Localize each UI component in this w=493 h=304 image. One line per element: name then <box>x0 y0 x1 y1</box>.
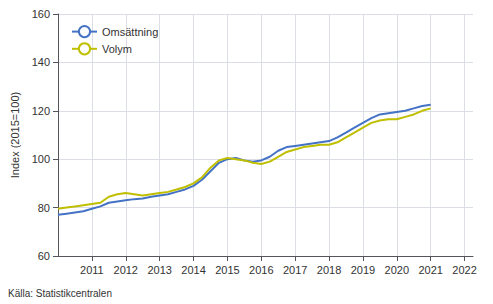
svg-text:2015: 2015 <box>215 264 239 276</box>
svg-text:Index (2015=100): Index (2015=100) <box>9 92 21 179</box>
svg-text:Volym: Volym <box>102 43 132 55</box>
svg-text:2020: 2020 <box>385 264 409 276</box>
svg-text:Omsättning: Omsättning <box>102 26 158 38</box>
svg-text:60: 60 <box>38 250 50 262</box>
svg-text:2017: 2017 <box>283 264 307 276</box>
svg-text:2016: 2016 <box>249 264 273 276</box>
svg-text:2018: 2018 <box>317 264 341 276</box>
svg-text:2014: 2014 <box>181 264 205 276</box>
svg-text:2011: 2011 <box>80 264 104 276</box>
svg-text:120: 120 <box>32 105 50 117</box>
svg-text:2022: 2022 <box>452 264 476 276</box>
svg-text:140: 140 <box>32 56 50 68</box>
svg-text:2013: 2013 <box>147 264 171 276</box>
svg-text:2019: 2019 <box>351 264 375 276</box>
svg-text:100: 100 <box>32 153 50 165</box>
svg-text:80: 80 <box>38 202 50 214</box>
svg-text:160: 160 <box>32 8 50 20</box>
svg-text:2012: 2012 <box>114 264 138 276</box>
svg-text:Källa: Statistikcentralen: Källa: Statistikcentralen <box>8 288 112 299</box>
svg-text:2021: 2021 <box>418 264 442 276</box>
